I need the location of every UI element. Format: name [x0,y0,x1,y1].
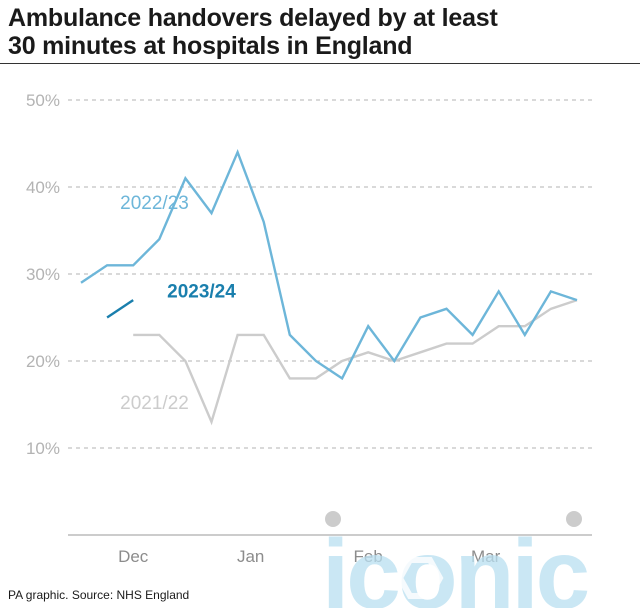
iconic-watermark-logo: iconic [322,511,591,608]
chart-title-line-2: 30 minutes at hospitals in England [8,32,413,60]
series-label-2023-24: 2023/24 [167,281,236,302]
x-tick-label-jan: Jan [237,547,264,566]
y-tick-label: 50% [26,91,60,110]
series-labels: 2021/22 2022/23 2023/24 [120,193,236,414]
series-label-2022-23: 2022/23 [120,193,189,214]
series-lines [80,148,578,426]
title-divider [0,63,640,64]
y-tick-label: 20% [26,352,60,371]
x-axis-ticks: Dec Jan Feb Mar [118,547,501,566]
chart-title: Ambulance handovers delayed by at least … [8,4,628,60]
watermark-text: iconic [322,519,588,608]
source-note: PA graphic. Source: NHS England [8,588,190,602]
x-tick-label-mar: Mar [471,547,501,566]
y-tick-label: 40% [26,178,60,197]
series-label-2021-22: 2021/22 [120,393,189,414]
series-line-2023-24 [106,299,134,319]
y-axis-ticks: 10% 20% 30% 40% 50% [26,91,60,458]
y-tick-label: 10% [26,439,60,458]
y-tick-label: 30% [26,265,60,284]
series-line-2022-23 [80,148,578,381]
x-tick-label-feb: Feb [354,547,383,566]
x-tick-label-dec: Dec [118,547,149,566]
series-line-2021-22 [133,298,578,426]
chart-title-line-1: Ambulance handovers delayed by at least [8,4,498,32]
